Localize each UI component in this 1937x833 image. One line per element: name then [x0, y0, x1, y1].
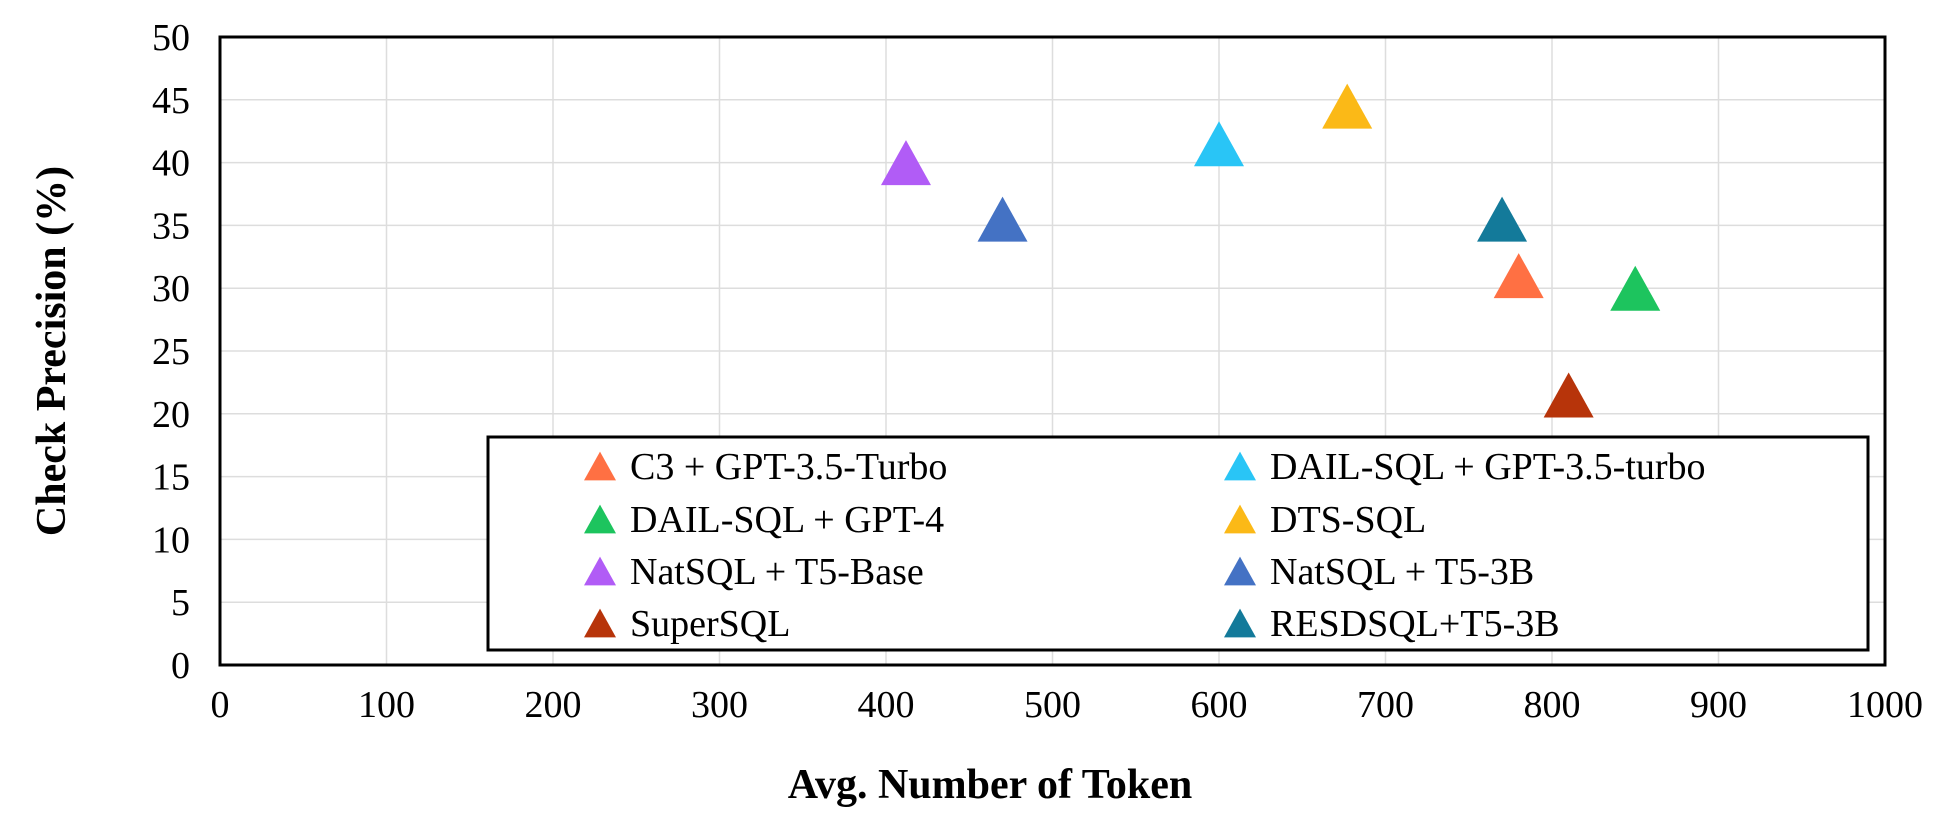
data-point	[977, 196, 1028, 242]
x-tick-label: 300	[691, 684, 748, 726]
legend-marker	[1224, 556, 1256, 586]
data-point	[1543, 372, 1594, 418]
x-tick-label: 200	[525, 684, 582, 726]
y-tick-label: 20	[152, 394, 190, 436]
y-tick-label: 45	[152, 80, 190, 122]
x-tick-label: 0	[211, 684, 230, 726]
legend-marker	[1224, 451, 1256, 481]
legend-marker	[1224, 608, 1256, 638]
x-tick-label: 800	[1524, 684, 1581, 726]
legend-label: NatSQL + T5-Base	[630, 551, 924, 593]
x-tick-label: 700	[1357, 684, 1414, 726]
x-tick-label: 100	[358, 684, 415, 726]
x-axis-title: Avg. Number of Token	[788, 762, 1193, 808]
legend: C3 + GPT-3.5-Turbo DAIL-SQL + GPT-3.5-tur…	[486, 435, 1870, 652]
data-point	[1610, 265, 1661, 311]
y-tick-label: 15	[152, 457, 190, 499]
data-point	[1493, 253, 1544, 299]
data-point	[1477, 196, 1528, 242]
x-tick-label: 900	[1690, 684, 1747, 726]
legend-label: DAIL-SQL + GPT-4	[630, 499, 944, 541]
legend-label: SuperSQL	[630, 603, 790, 645]
y-tick-label: 5	[171, 582, 190, 624]
legend-label: RESDSQL+T5-3B	[1270, 603, 1560, 645]
data-points	[880, 83, 1661, 418]
tick-labels: 0 100 200 300 400 500 600 700 800 900 1000 0 5 10 15 20…	[152, 17, 1923, 726]
y-axis-title: Check Precision (%)	[29, 166, 75, 536]
y-tick-label: 50	[152, 17, 190, 59]
data-point	[1322, 83, 1373, 129]
x-tick-label: 1000	[1847, 684, 1923, 726]
legend-label: NatSQL + T5-3B	[1270, 551, 1534, 593]
legend-marker	[584, 451, 616, 481]
legend-marker	[1224, 504, 1256, 534]
plot-frame	[218, 35, 1887, 667]
legend-label: C3 + GPT-3.5-Turbo	[630, 446, 947, 488]
x-tick-label: 600	[1191, 684, 1248, 726]
legend-marker	[584, 608, 616, 638]
legend-label: DTS-SQL	[1270, 499, 1426, 541]
legend-label: DAIL-SQL + GPT-3.5-turbo	[1270, 446, 1706, 488]
y-tick-label: 10	[152, 519, 190, 561]
data-point	[1194, 121, 1244, 167]
y-tick-label: 35	[152, 205, 190, 247]
x-tick-label: 500	[1024, 684, 1081, 726]
y-tick-label: 25	[152, 331, 190, 373]
y-tick-label: 40	[152, 143, 190, 185]
y-tick-label: 30	[152, 268, 190, 310]
legend-box	[486, 435, 1870, 652]
x-tick-label: 400	[858, 684, 915, 726]
legend-marker	[584, 504, 616, 534]
legend-marker	[584, 556, 616, 586]
y-tick-label: 0	[171, 645, 190, 687]
data-point	[880, 140, 931, 186]
